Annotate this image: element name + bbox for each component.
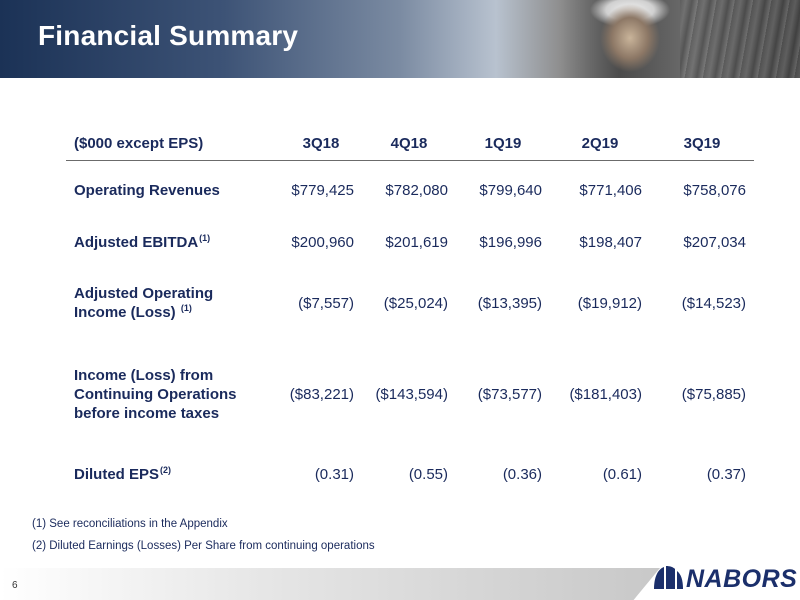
table-cell: $207,034 [683, 233, 746, 251]
row-label-line: Income (Loss) from [74, 366, 214, 384]
table-cell: $758,076 [683, 181, 746, 199]
row-label-line: before income taxes [74, 404, 220, 422]
row-label-line: Continuing Operations [74, 385, 237, 403]
table-cell: ($25,024) [383, 294, 448, 312]
page-number: 6 [12, 580, 18, 591]
table-cell: ($13,395) [477, 294, 542, 312]
table-cell: ($19,912) [577, 294, 642, 312]
table-cell: $782,080 [385, 181, 448, 199]
table-cell: (0.37) [706, 465, 746, 483]
column-header: 3Q19 [683, 135, 721, 153]
column-header: 2Q19 [581, 135, 619, 153]
row-label-line: Operating Revenues [74, 181, 220, 199]
row-label-line: Adjusted Operating [74, 285, 214, 302]
table-header-label: ($000 except EPS) [74, 135, 204, 153]
footnote-marker: (1) [199, 232, 211, 243]
row-label-line: Income (Loss) [74, 304, 176, 321]
row-label: Adjusted Operating Income (Loss) (1) [66, 264, 280, 342]
footnotes: (1) See reconciliations in the Appendix … [32, 516, 375, 560]
table-cell: $198,407 [579, 233, 642, 251]
financial-summary-table: ($000 except EPS) 3Q18 4Q18 1Q19 2Q19 3Q… [66, 128, 754, 502]
slide-title: Financial Summary [38, 20, 299, 51]
table-row-income-continuing-ops: Income (Loss) from Continuing Operations… [66, 342, 754, 446]
footnote-marker: (2) [160, 464, 172, 475]
table-cell: $799,640 [479, 181, 542, 199]
table-row-adjusted-operating-income: Adjusted Operating Income (Loss) (1) ($7… [66, 264, 754, 342]
row-label: Income (Loss) from Continuing Operations… [66, 342, 280, 446]
table-cell: (0.55) [408, 465, 448, 483]
table-row-operating-revenues: Operating Revenues $779,425 $782,080 $79… [66, 160, 754, 220]
footer-bar [0, 568, 660, 600]
column-header: 4Q18 [390, 135, 428, 153]
table-header-row: ($000 except EPS) 3Q18 4Q18 1Q19 2Q19 3Q… [66, 128, 754, 160]
table-cell: ($143,594) [375, 385, 448, 403]
table-cell: (0.61) [602, 465, 642, 483]
table-cell: $196,996 [479, 233, 542, 251]
table-cell: (0.36) [502, 465, 542, 483]
column-header: 1Q19 [484, 135, 522, 153]
footnote: (1) See reconciliations in the Appendix [32, 518, 228, 530]
header-photo-texture [680, 0, 800, 78]
header-banner [0, 0, 800, 78]
table-cell: ($181,403) [569, 385, 642, 403]
row-label-line: Diluted EPS [74, 465, 160, 483]
table-cell: $779,425 [291, 181, 354, 199]
table-cell: $771,406 [579, 181, 642, 199]
nabors-logo-icon [654, 566, 683, 589]
table-row-adjusted-ebitda: Adjusted EBITDA(1) $200,960 $201,619 $19… [66, 220, 754, 264]
table-cell: $201,619 [385, 233, 448, 251]
table-cell: ($73,577) [477, 385, 542, 403]
table-cell: (0.31) [314, 465, 354, 483]
row-label: Diluted EPS(2) [66, 446, 280, 502]
row-label-line: Adjusted EBITDA [74, 233, 199, 251]
column-header: 3Q18 [302, 135, 340, 153]
row-label: Adjusted EBITDA(1) [66, 220, 280, 264]
table-row-diluted-eps: Diluted EPS(2) (0.31) (0.55) (0.36) (0.6… [66, 446, 754, 502]
footnote: (2) Diluted Earnings (Losses) Per Share … [32, 540, 375, 552]
table-cell: ($83,221) [289, 385, 354, 403]
footnote-marker: (1) [180, 303, 192, 313]
row-label: Operating Revenues [66, 160, 280, 220]
logo-text: NABORS [686, 565, 798, 593]
table-cell: ($7,557) [298, 294, 354, 312]
table-cell: $200,960 [291, 233, 354, 251]
table-cell: ($75,885) [681, 385, 746, 403]
table-cell: ($14,523) [681, 294, 746, 312]
